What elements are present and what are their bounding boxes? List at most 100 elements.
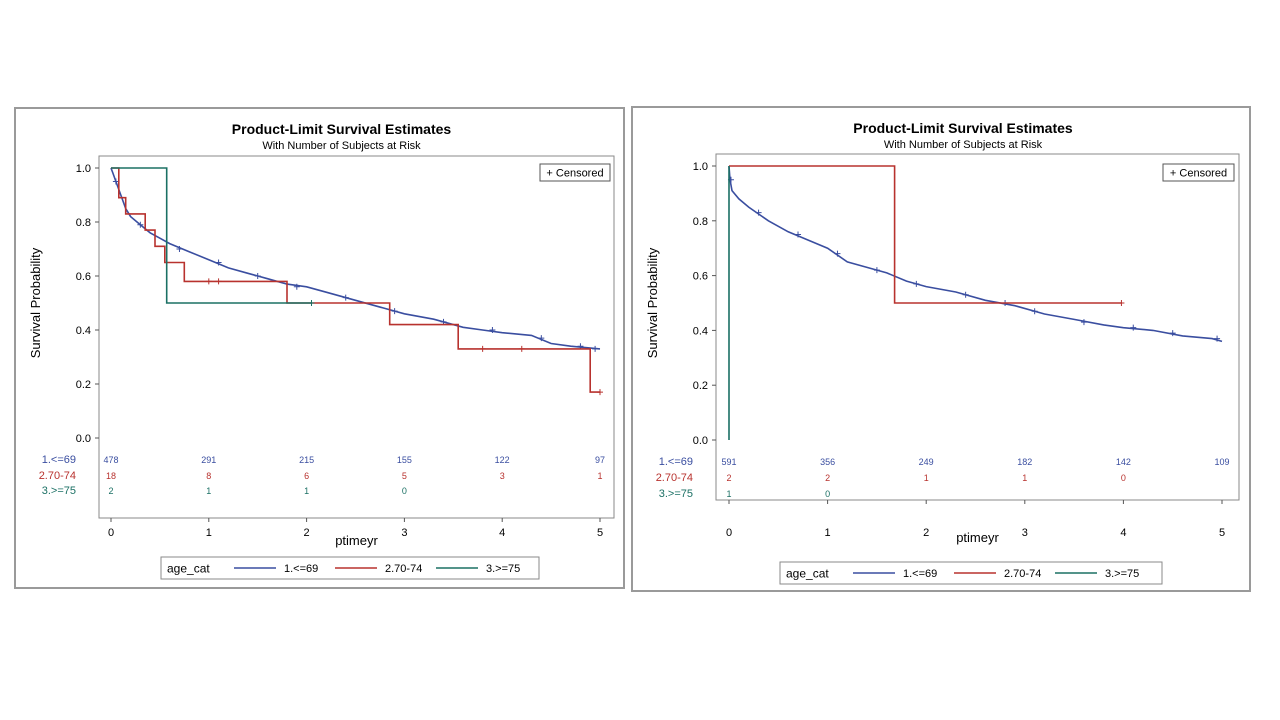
censor-mark xyxy=(1118,300,1125,306)
chart-subtitle: With Number of Subjects at Risk xyxy=(884,139,1043,151)
series-line-1 xyxy=(110,167,601,350)
y-tick-label: 0.0 xyxy=(693,435,708,447)
x-tick-label: 1 xyxy=(825,527,831,539)
censor-mark xyxy=(1031,308,1038,315)
x-tick-label: 0 xyxy=(726,527,732,539)
y-tick-label: 0.6 xyxy=(76,271,91,283)
at-risk-count: 2 xyxy=(726,473,731,483)
censor-mark xyxy=(1169,330,1176,337)
at-risk-count: 2 xyxy=(825,473,830,483)
at-risk-count: 2 xyxy=(108,486,113,496)
at-risk-count: 0 xyxy=(1121,473,1126,483)
at-risk-count: 122 xyxy=(495,455,510,465)
at-risk-count: 1 xyxy=(597,471,602,481)
legend-label-1: 1.<=69 xyxy=(284,563,318,575)
chart-panel-right: Product-Limit Survival Estimates With Num… xyxy=(631,106,1251,592)
at-risk-count: 1 xyxy=(924,473,929,483)
at-risk-count: 356 xyxy=(820,457,835,467)
y-tick-label: 0.4 xyxy=(76,325,91,337)
censored-legend-label: + Censored xyxy=(546,168,603,180)
y-tick-label: 0.0 xyxy=(76,433,91,445)
censor-mark xyxy=(755,209,762,216)
survival-chart-left: Product-Limit Survival Estimates With Num… xyxy=(28,121,615,580)
at-risk-row-label: 3.>=75 xyxy=(42,485,76,497)
censor-mark xyxy=(795,231,802,238)
censor-mark xyxy=(479,345,486,352)
at-risk-count: 5 xyxy=(402,471,407,481)
censor-mark xyxy=(137,221,144,228)
y-tick-label: 0.2 xyxy=(76,379,91,391)
censor-mark xyxy=(308,300,315,306)
y-tick-label: 0.8 xyxy=(693,216,708,228)
censor-mark xyxy=(112,178,119,185)
chart-title: Product-Limit Survival Estimates xyxy=(853,120,1073,136)
censored-legend-label: + Censored xyxy=(1170,168,1227,180)
censor-mark xyxy=(873,267,880,274)
at-risk-count: 478 xyxy=(103,455,118,465)
censor-mark xyxy=(592,345,599,352)
legend-label-1: 1.<=69 xyxy=(903,568,937,580)
at-risk-count: 215 xyxy=(299,455,314,465)
x-axis-label: ptimeyr xyxy=(956,530,999,545)
plot-frame xyxy=(715,153,1240,501)
censor-mark xyxy=(962,291,969,298)
at-risk-count: 182 xyxy=(1017,457,1032,467)
legend-title: age_cat xyxy=(167,562,210,576)
censor-mark xyxy=(1214,335,1221,342)
y-tick-label: 0.2 xyxy=(693,380,708,392)
censor-mark xyxy=(597,389,603,396)
x-tick-label: 5 xyxy=(1219,527,1225,539)
at-risk-count: 0 xyxy=(825,489,830,499)
at-risk-count: 142 xyxy=(1116,457,1131,467)
censor-mark xyxy=(293,283,300,290)
censored-legend-box xyxy=(539,163,611,182)
y-tick-label: 0.4 xyxy=(693,325,708,337)
at-risk-count: 8 xyxy=(206,471,211,481)
x-tick-label: 4 xyxy=(499,527,505,539)
legend-label-2: 2.70-74 xyxy=(385,563,422,575)
censor-mark xyxy=(518,345,525,352)
y-axis-label: Survival Probability xyxy=(645,247,660,358)
chart-title: Product-Limit Survival Estimates xyxy=(232,121,452,137)
censor-mark xyxy=(215,259,222,266)
legend-title: age_cat xyxy=(786,567,829,581)
censor-mark xyxy=(254,273,261,279)
x-tick-label: 4 xyxy=(1120,527,1126,539)
legend-label-3: 3.>=75 xyxy=(486,563,520,575)
chart-panel-left: Product-Limit Survival Estimates With Num… xyxy=(14,107,625,589)
at-risk-row-label: 3.>=75 xyxy=(659,488,693,500)
survival-chart-right: Product-Limit Survival Estimates With Num… xyxy=(645,120,1240,585)
x-tick-label: 2 xyxy=(304,527,310,539)
censor-mark xyxy=(342,294,349,301)
at-risk-count: 109 xyxy=(1214,457,1229,467)
at-risk-count: 249 xyxy=(919,457,934,467)
at-risk-count: 97 xyxy=(595,455,605,465)
x-tick-label: 3 xyxy=(401,527,407,539)
at-risk-count: 1 xyxy=(206,486,211,496)
censor-mark xyxy=(215,278,222,285)
y-tick-label: 0.6 xyxy=(693,271,708,283)
censor-mark xyxy=(538,335,545,342)
x-tick-label: 2 xyxy=(923,527,929,539)
at-risk-count: 1 xyxy=(726,489,731,499)
censor-mark xyxy=(1080,319,1087,326)
y-tick-label: 1.0 xyxy=(76,163,91,175)
at-risk-row-label: 1.<=69 xyxy=(42,454,76,466)
series-line-2 xyxy=(111,167,600,393)
at-risk-count: 18 xyxy=(106,471,116,481)
at-risk-row-label: 2.70-74 xyxy=(656,472,693,484)
at-risk-count: 155 xyxy=(397,455,412,465)
censor-mark xyxy=(176,246,183,252)
x-tick-label: 0 xyxy=(108,527,114,539)
at-risk-count: 291 xyxy=(201,455,216,465)
censor-mark xyxy=(205,278,212,285)
censor-mark xyxy=(834,250,841,257)
at-risk-count: 591 xyxy=(721,457,736,467)
series-line-3 xyxy=(111,167,312,304)
x-axis-label: ptimeyr xyxy=(335,533,378,548)
censor-mark xyxy=(1130,324,1137,331)
plot-frame xyxy=(98,155,615,519)
at-risk-count: 1 xyxy=(304,486,309,496)
x-tick-label: 5 xyxy=(597,527,603,539)
x-tick-label: 3 xyxy=(1022,527,1028,539)
